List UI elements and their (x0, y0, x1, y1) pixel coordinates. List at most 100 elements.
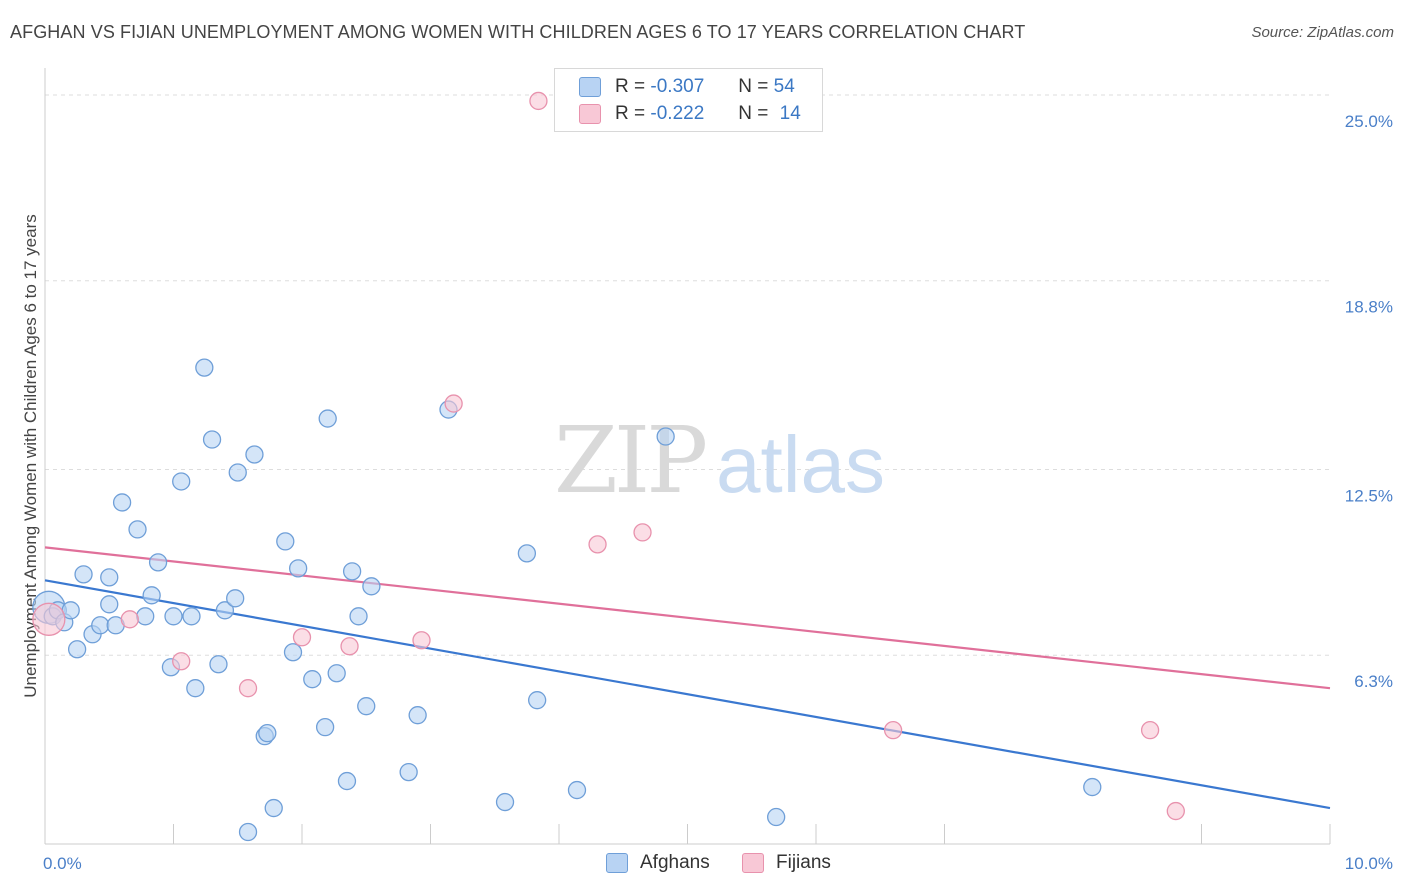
afghans-point (136, 607, 155, 626)
afghans-point (209, 655, 228, 674)
legend-row-fijians: R = -0.222 N = 14 (579, 102, 801, 126)
afghans-point (1083, 777, 1102, 797)
afghans-point (238, 822, 258, 842)
afghans-point (337, 771, 357, 791)
afghans-point (195, 358, 214, 377)
fijians-n-value: 14 (779, 103, 801, 124)
afghans-point (142, 586, 161, 605)
grid-lines (45, 94, 1330, 656)
afghans-point (264, 798, 283, 818)
afghans-point (100, 595, 119, 614)
fijians-point (444, 394, 463, 413)
fijians-n-label: N = (738, 103, 769, 124)
legend-afghans-label: Afghans (640, 852, 710, 873)
afghans-point (100, 568, 119, 587)
legend-item-fijians: Fijians (742, 852, 831, 874)
afghans-point (399, 762, 418, 782)
afghans-n-label: N = (738, 76, 769, 97)
afghans-point (226, 589, 245, 608)
afghans-point (172, 472, 191, 491)
fijians-point (32, 602, 66, 636)
fijians-point (340, 637, 359, 656)
afghans-point (408, 706, 427, 725)
fijians-point (238, 679, 258, 698)
legend-fijians-swatch (742, 853, 764, 873)
afghans-r-label: R = (615, 76, 646, 97)
fijians-swatch (579, 104, 601, 124)
fijians-point (1140, 720, 1160, 740)
x-tick-labels: 0.0% 10.0% (43, 854, 1393, 873)
fijians-point (633, 523, 652, 542)
afghans-point (327, 664, 346, 683)
y-tick-label: 12.5% (1345, 486, 1393, 505)
axes (44, 68, 1331, 845)
afghans-point (283, 643, 303, 662)
afghans-point (202, 430, 222, 449)
afghans-point (258, 723, 277, 743)
afghans-point (148, 553, 168, 572)
fijians-point (883, 720, 903, 740)
legend-fijians-label: Fijians (776, 852, 831, 873)
afghans-point (228, 463, 247, 482)
afghans-point (528, 691, 547, 710)
afghans-point (288, 559, 308, 578)
trend-lines (44, 546, 1331, 810)
afghans-trend-line (44, 579, 1331, 810)
afghans-point (362, 577, 381, 596)
correlation-legend: R = -0.307 N = 54 R = -0.222 N = 14 (554, 68, 823, 132)
y-axis-label: Unemployment Among Women with Children A… (21, 214, 40, 698)
legend-afghans-swatch (606, 853, 628, 873)
fijians-point (1166, 801, 1185, 821)
afghans-point (767, 807, 786, 827)
y-tick-label: 6.3% (1354, 672, 1393, 691)
afghans-point (357, 697, 376, 716)
fijians-point (588, 535, 607, 554)
afghans-point (74, 565, 93, 584)
watermark-zip: ZIP (554, 407, 705, 514)
legend-item-afghans: Afghans (606, 852, 710, 874)
afghans-point (517, 544, 537, 563)
afghans-point (495, 792, 515, 812)
afghans-point (186, 679, 205, 698)
afghans-point (128, 520, 147, 539)
series-legend: Afghans Fijians (0, 852, 1406, 878)
afghans-point (656, 427, 675, 446)
y-tick-label: 25.0% (1345, 112, 1393, 131)
afghans-point (303, 670, 322, 689)
afghans-point (315, 718, 335, 737)
afghans-point (245, 445, 264, 464)
watermark-atlas: atlas (716, 420, 885, 509)
y-tick-labels: 6.3% 12.5% 18.8% 25.0% (1345, 112, 1393, 691)
legend-row-afghans: R = -0.307 N = 54 (579, 75, 795, 99)
fijians-r-value: -0.222 (650, 103, 705, 124)
afghans-point (67, 640, 87, 659)
afghans-point (91, 616, 110, 635)
fijians-point (292, 628, 312, 647)
afghans-point (318, 409, 337, 428)
watermark: ZIP atlas (554, 407, 885, 514)
afghans-r-value: -0.307 (650, 76, 705, 97)
afghans-point (182, 607, 201, 626)
y-tick-label: 18.8% (1345, 298, 1393, 317)
afghans-point (276, 532, 295, 551)
source-label: Source: ZipAtlas.com (1251, 24, 1394, 41)
afghans-point (215, 601, 235, 620)
fijians-point (172, 652, 191, 671)
chart-title: AFGHAN VS FIJIAN UNEMPLOYMENT AMONG WOME… (10, 22, 1026, 42)
fijians-point (120, 610, 139, 629)
afghans-point (567, 780, 587, 800)
afghans-point (349, 607, 368, 626)
afghans-n-value: 54 (773, 76, 795, 97)
fijians-point (412, 631, 431, 650)
afghans-point (112, 493, 132, 512)
fijians-point (529, 91, 548, 111)
data-points (32, 91, 1185, 842)
fijians-r-label: R = (615, 103, 646, 124)
afghans-point (164, 607, 183, 626)
x-tick-label: 0.0% (43, 854, 82, 873)
afghans-swatch (579, 77, 601, 97)
fijians-trend-line (44, 546, 1331, 690)
afghans-point (342, 562, 362, 581)
x-tick-label: 10.0% (1345, 854, 1393, 873)
